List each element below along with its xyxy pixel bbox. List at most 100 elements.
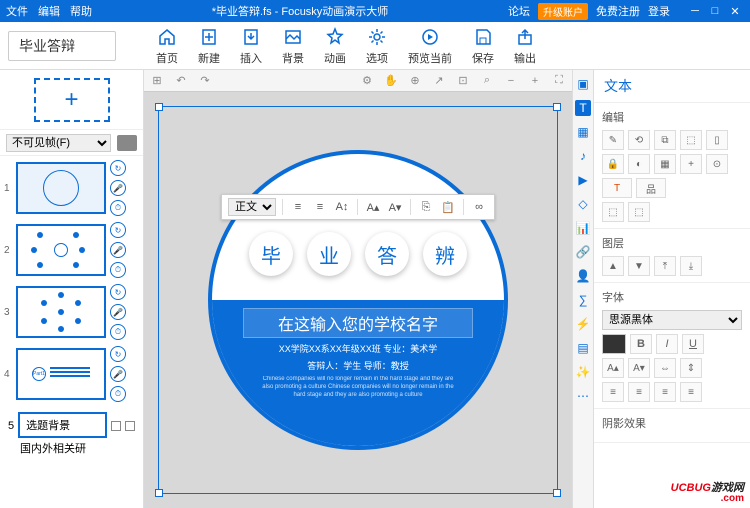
preview-button[interactable]: 预览当前 — [408, 26, 452, 66]
edit-btn[interactable]: 品 — [636, 178, 666, 198]
slide-tool-icon[interactable]: 🎤 — [110, 366, 126, 382]
align-btn[interactable]: ≡ — [628, 382, 650, 402]
chart-tool-icon[interactable]: 📊 — [575, 220, 591, 236]
canvas-tool-icon[interactable]: ↶ — [174, 74, 188, 88]
text-tool-icon[interactable]: T — [575, 100, 591, 116]
main-circle[interactable]: 毕 业 答 辨 正文 ≡ ≡ A↕ A▴ A▾ ⎘ 📋 — [208, 150, 508, 450]
slide-tool-icon[interactable]: ⏱ — [110, 200, 126, 216]
export-button[interactable]: 输出 — [514, 26, 536, 66]
align-left-icon[interactable]: ≡ — [311, 198, 329, 216]
shape-tool-icon[interactable]: ◇ — [575, 196, 591, 212]
slide-3[interactable]: 3↻🎤⏱ — [4, 284, 139, 340]
slide-tool-icon[interactable]: ⏱ — [110, 262, 126, 278]
canvas-tool-icon[interactable]: ⊕ — [408, 74, 422, 88]
role-tool-icon[interactable]: 👤 — [575, 268, 591, 284]
canvas-tool-icon[interactable]: ↷ — [198, 74, 212, 88]
edit-btn[interactable]: 🔒 — [602, 154, 624, 174]
canvas-tool-icon[interactable]: ⚙ — [360, 74, 374, 88]
slide-5[interactable]: 5选题背景 国内外相关研 — [4, 408, 139, 460]
doc-title[interactable]: 毕业答辩 — [8, 31, 116, 61]
canvas-tool-icon[interactable]: ⊞ — [150, 74, 164, 88]
effect-tool-icon[interactable]: ✨ — [575, 364, 591, 380]
edit-btn[interactable]: ⬚ — [680, 130, 702, 150]
save-button[interactable]: 保存 — [472, 26, 494, 66]
slide-tool-icon[interactable]: ↻ — [110, 346, 126, 362]
register-link[interactable]: 免费注册 — [596, 3, 640, 19]
edit-btn[interactable]: ⬚ — [628, 202, 650, 222]
menu-edit[interactable]: 编辑 — [38, 3, 60, 19]
canvas-tool-icon[interactable]: + — [528, 74, 542, 88]
menu-file[interactable]: 文件 — [6, 3, 28, 19]
slide-2[interactable]: 2↻🎤⏱ — [4, 222, 139, 278]
slide-tool-icon[interactable]: ⏱ — [110, 324, 126, 340]
close-button[interactable]: ✕ — [726, 4, 744, 18]
upgrade-badge[interactable]: 升级账户 — [538, 3, 588, 20]
login-link[interactable]: 登录 — [648, 3, 670, 19]
layer-btn[interactable]: ▼ — [628, 256, 650, 276]
edit-btn[interactable]: ✎ — [602, 130, 624, 150]
canvas-tool-icon[interactable]: ⌕ — [480, 74, 494, 88]
canvas-tool-icon[interactable]: ⛶ — [552, 74, 566, 88]
font-increase-icon[interactable]: A▴ — [364, 198, 382, 216]
align-btn[interactable]: ≡ — [680, 382, 702, 402]
copy-icon[interactable]: ⎘ — [417, 198, 435, 216]
options-button[interactable]: 选项 — [366, 26, 388, 66]
list-icon[interactable]: ≡ — [289, 198, 307, 216]
align-btn[interactable]: ≡ — [602, 382, 624, 402]
music-tool-icon[interactable]: ♪ — [575, 148, 591, 164]
align-btn[interactable]: ≡ — [654, 382, 676, 402]
link-icon[interactable]: ∞ — [470, 198, 488, 216]
lineheight-btn[interactable]: ⇕ — [680, 358, 702, 378]
background-button[interactable]: 背景 — [282, 26, 304, 66]
edit-btn[interactable]: ⬚ — [602, 202, 624, 222]
edit-btn[interactable]: ◐ — [628, 154, 650, 174]
image-tool-icon[interactable]: ▦ — [575, 124, 591, 140]
slide-tool-icon[interactable]: ↻ — [110, 284, 126, 300]
edit-btn[interactable]: T — [602, 178, 632, 198]
maximize-button[interactable]: □ — [706, 4, 724, 18]
forum-link[interactable]: 论坛 — [508, 3, 530, 19]
insert-button[interactable]: 插入 — [240, 26, 262, 66]
slide-tool-icon[interactable]: ⏱ — [110, 386, 126, 402]
edit-btn[interactable]: ▯ — [706, 130, 728, 150]
font-dec-btn[interactable]: A▾ — [628, 358, 650, 378]
slide-tool-icon[interactable]: ↻ — [110, 222, 126, 238]
camera-icon[interactable] — [117, 135, 137, 151]
font-color[interactable] — [602, 334, 626, 354]
slide-tool-icon[interactable]: ↻ — [110, 160, 126, 176]
slide-tool-icon[interactable]: 🎤 — [110, 180, 126, 196]
spacing-btn[interactable]: ⇔ — [654, 358, 676, 378]
paste-icon[interactable]: 📋 — [439, 198, 457, 216]
text-style-select[interactable]: 正文 — [228, 198, 276, 216]
formula-tool-icon[interactable]: ∑ — [575, 292, 591, 308]
canvas-tool-icon[interactable]: ✋ — [384, 74, 398, 88]
add-slide-button[interactable]: + — [34, 78, 110, 122]
more-tool-icon[interactable]: ⋯ — [575, 388, 591, 404]
font-family-select[interactable]: 思源黑体 — [602, 310, 742, 330]
stage[interactable]: 毕 业 答 辨 正文 ≡ ≡ A↕ A▴ A▾ ⎘ 📋 — [144, 92, 572, 508]
slide-4[interactable]: 4Part1↻🎤⏱ — [4, 346, 139, 402]
frame-visibility-select[interactable]: 不可见帧(F) — [6, 134, 111, 152]
layer-btn[interactable]: ⤓ — [680, 256, 702, 276]
layer-btn[interactable]: ▲ — [602, 256, 624, 276]
slide-1[interactable]: 1↻🎤⏱ — [4, 160, 139, 216]
slide-tool-icon[interactable]: 🎤 — [110, 242, 126, 258]
underline-btn[interactable]: U — [682, 334, 704, 354]
canvas-tool-icon[interactable]: ↗ — [432, 74, 446, 88]
edit-btn[interactable]: ⟲ — [628, 130, 650, 150]
font-decrease-icon[interactable]: A▾ — [386, 198, 404, 216]
canvas-tool-icon[interactable]: − — [504, 74, 518, 88]
italic-btn[interactable]: I — [656, 334, 678, 354]
new-button[interactable]: 新建 — [198, 26, 220, 66]
flash-tool-icon[interactable]: ⚡ — [575, 316, 591, 332]
bold-btn[interactable]: B — [630, 334, 652, 354]
layer-tool-icon[interactable]: ▤ — [575, 340, 591, 356]
edit-btn[interactable]: + — [680, 154, 702, 174]
menu-help[interactable]: 帮助 — [70, 3, 92, 19]
font-inc-btn[interactable]: A▴ — [602, 358, 624, 378]
edit-btn[interactable]: ⧉ — [654, 130, 676, 150]
edit-btn[interactable]: ⊙ — [706, 154, 728, 174]
canvas-tool-icon[interactable]: ⊡ — [456, 74, 470, 88]
edit-btn[interactable]: ▦ — [654, 154, 676, 174]
font-size-icon[interactable]: A↕ — [333, 198, 351, 216]
